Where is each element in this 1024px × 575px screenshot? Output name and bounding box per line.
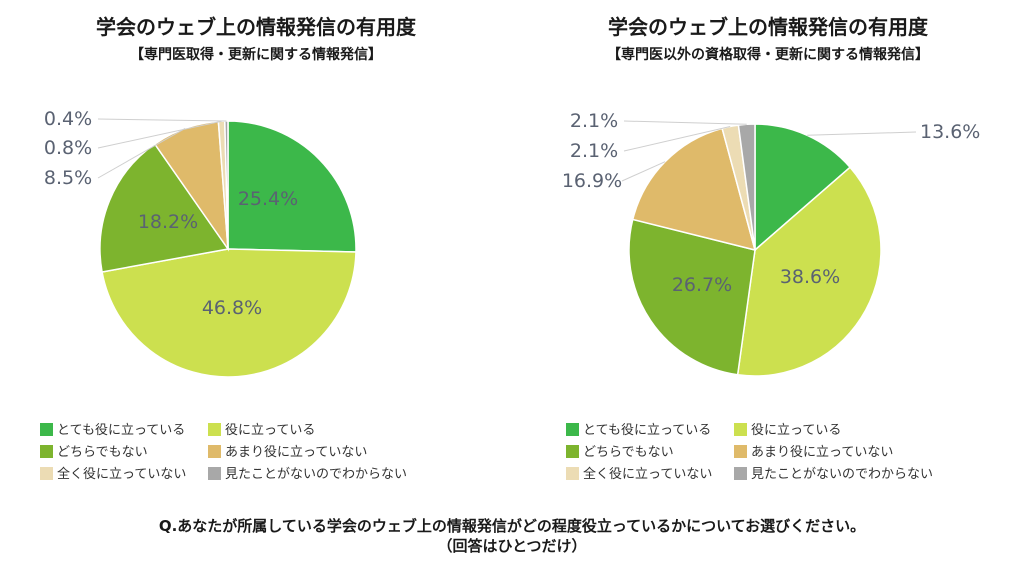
legend-swatch [40, 467, 53, 480]
legend-very-useful: とても役に立っている [40, 422, 185, 440]
leader-line [621, 161, 666, 182]
legend-swatch [40, 423, 53, 436]
data-label: 0.4% [44, 108, 92, 130]
legend-not-very-useful: あまり役に立っていない [208, 444, 367, 462]
legend-label: どちらでもない [57, 445, 148, 460]
legend-swatch [566, 423, 579, 436]
data-label: 16.9% [562, 170, 622, 192]
pie-slice-2 [101, 248, 357, 378]
legend-label: とても役に立っている [57, 423, 186, 438]
legend-swatch [734, 423, 747, 436]
legend-label: 役に立っている [225, 423, 316, 438]
leader-line [623, 126, 731, 152]
legend-not-very-useful: あまり役に立っていない [734, 444, 893, 462]
chart-panel-left: 学会のウェブ上の情報発信の有用度 【専門医取得・更新に関する情報発信】 25.4… [0, 0, 512, 505]
data-label: 26.7% [672, 274, 732, 296]
data-label: 13.6% [920, 121, 980, 143]
legend-swatch [566, 467, 579, 480]
data-label: 2.1% [570, 110, 618, 132]
legend-very-useful: とても役に立っている [566, 422, 711, 440]
leader-line [623, 120, 747, 125]
pie-chart-right: 13.6% 38.6% 26.7% 16.9% 2.1% 2.1% [562, 110, 980, 377]
data-label: 18.2% [138, 211, 198, 233]
legend-never-seen: 見たことがないのでわからない [734, 466, 933, 484]
leader-line [97, 118, 227, 122]
leader-line [807, 131, 917, 136]
survey-question: Q.あなたが所属している学会のウェブ上の情報発信がどの程度役立っているかについて… [0, 516, 1024, 556]
legend-not-useful-at-all: 全く役に立っていない [40, 466, 186, 484]
legend-never-seen: 見たことがないのでわからない [208, 466, 407, 484]
data-label: 0.8% [44, 137, 92, 159]
data-label: 25.4% [238, 188, 298, 210]
legend-label: 見たことがないのでわからない [751, 467, 934, 482]
question-text: Q.あなたが所属している学会のウェブ上の情報発信がどの程度役立っているかについて… [158, 517, 866, 535]
legend-swatch [566, 445, 579, 458]
data-label: 2.1% [570, 140, 618, 162]
legend-not-useful-at-all: 全く役に立っていない [566, 466, 712, 484]
legend-neutral: どちらでもない [566, 444, 674, 462]
legend-useful: 役に立っている [208, 422, 315, 440]
legend-swatch [734, 467, 747, 480]
chart-title: 学会のウェブ上の情報発信の有用度 [608, 15, 928, 39]
legend-swatch [208, 467, 221, 480]
chart-title: 学会のウェブ上の情報発信の有用度 [96, 15, 416, 39]
data-label: 46.8% [202, 297, 262, 319]
legend-swatch [734, 445, 747, 458]
legend-swatch [208, 423, 221, 436]
legend-label: あまり役に立っていない [225, 445, 368, 460]
leader-line [97, 127, 186, 179]
legend-swatch [40, 445, 53, 458]
leader-line [97, 120, 222, 149]
chart-subtitle: 【専門医取得・更新に関する情報発信】 [130, 47, 382, 63]
pie-slice-2 [736, 166, 882, 377]
legend-label: あまり役に立っていない [751, 445, 894, 460]
chart-subtitle: 【専門医以外の資格取得・更新に関する情報発信】 [607, 47, 929, 63]
chart-panel-right: 学会のウェブ上の情報発信の有用度 【専門医以外の資格取得・更新に関する情報発信】… [512, 0, 1024, 505]
legend-label: 役に立っている [751, 423, 842, 438]
legend-swatch [208, 445, 221, 458]
question-note: （回答はひとつだけ） [437, 537, 587, 555]
pie-chart-left: 25.4% 46.8% 18.2% 8.5% 0.8% 0.4% [44, 108, 357, 378]
legend-label: 見たことがないのでわからない [225, 467, 408, 482]
data-label: 38.6% [780, 266, 840, 288]
data-label: 8.5% [44, 167, 92, 189]
legend-neutral: どちらでもない [40, 444, 148, 462]
pie-slice-1 [227, 120, 357, 253]
legend-label: 全く役に立っていない [57, 467, 187, 482]
legend-useful: 役に立っている [734, 422, 841, 440]
pie-slice-3 [628, 218, 756, 376]
legend-label: どちらでもない [583, 445, 674, 460]
legend-label: とても役に立っている [583, 423, 712, 438]
legend-label: 全く役に立っていない [583, 467, 713, 482]
